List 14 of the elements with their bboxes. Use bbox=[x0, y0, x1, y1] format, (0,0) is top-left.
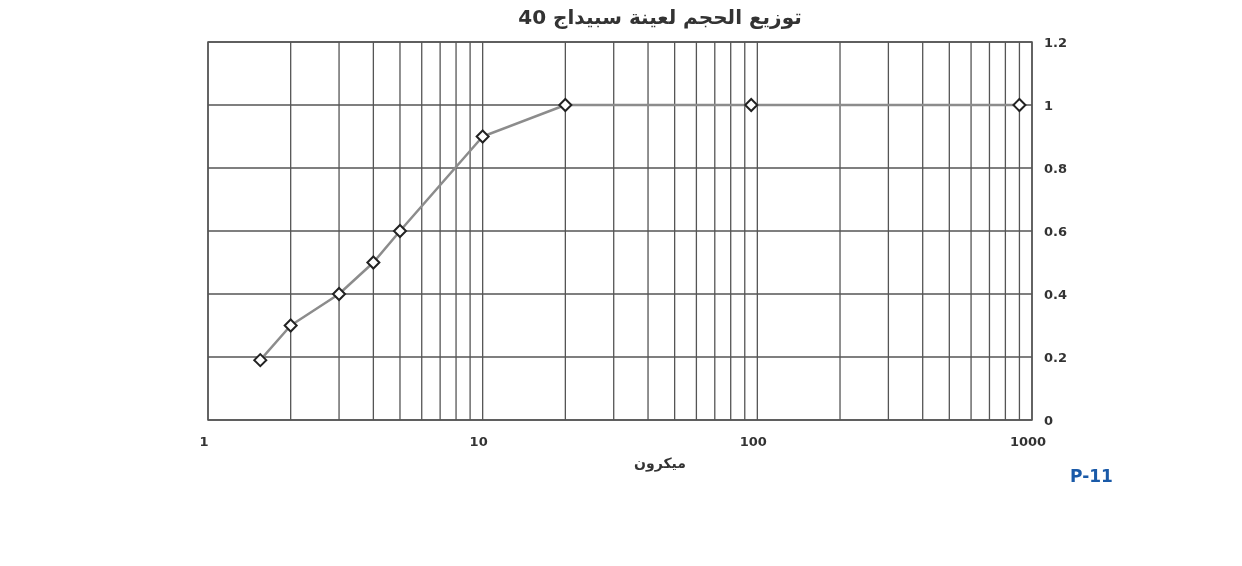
y-tick-label: 0.6 bbox=[1044, 224, 1068, 239]
y-tick-label: 1.2 bbox=[1044, 35, 1068, 50]
y-tick-label: 0.8 bbox=[1044, 161, 1068, 176]
y-tick-label: 0 bbox=[1044, 413, 1054, 428]
x-axis-title: ميكرون bbox=[634, 455, 686, 472]
y-tick-label: 0.4 bbox=[1044, 287, 1068, 302]
chart-title: توزيع الحجم لعينة سبيداج 40 bbox=[518, 5, 802, 29]
x-tick-label: 10 bbox=[469, 434, 488, 449]
y-tick-label: 1 bbox=[1044, 98, 1054, 113]
y-tick-label: 0.2 bbox=[1044, 350, 1068, 365]
text: P-11 bbox=[1070, 466, 1113, 486]
x-tick-label: 100 bbox=[739, 434, 767, 449]
x-tick-label: 1000 bbox=[1009, 434, 1047, 449]
x-tick-label: 1 bbox=[199, 434, 209, 449]
